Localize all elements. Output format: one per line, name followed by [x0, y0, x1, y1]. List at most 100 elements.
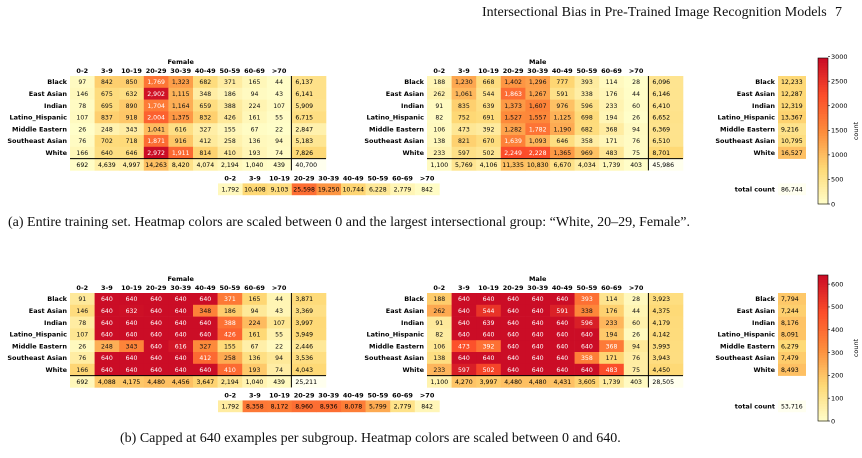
fig0-male-cell-value: 2,228 — [529, 150, 547, 157]
fig1-female-cell — [119, 363, 145, 376]
fig1-colorbar-tick: 100 — [831, 394, 843, 402]
fig1-total-count-label: total count — [735, 403, 775, 411]
fig0-female-cell — [193, 111, 218, 124]
fig0-female-cell-value: 842 — [101, 79, 113, 86]
fig0-male-race-tick: Southeast Asian — [364, 137, 424, 145]
fig0-male-cell — [525, 87, 551, 100]
fig1-colorbar-segment — [818, 386, 828, 390]
fig0-male-cell — [599, 111, 625, 124]
fig1-race-total-cell — [778, 293, 806, 306]
fig1-female-cell-value: 640 — [126, 320, 138, 327]
fig1-male-cell-value: 640 — [532, 343, 544, 350]
fig1-female-col-total-cell — [193, 375, 218, 388]
fig1-colorbar-segment — [818, 391, 828, 395]
fig0-female-cell-value: 107 — [76, 115, 88, 122]
fig1-male-row-total-cell — [648, 352, 684, 365]
fig0-total-count-label: total count — [735, 186, 775, 194]
fig0-race-total-tick: Black — [755, 78, 775, 86]
fig0-male-cell — [476, 111, 502, 124]
fig0-male-cell — [427, 146, 452, 159]
fig0-male-cell-value: 138 — [433, 138, 445, 145]
fig1-male-cell — [550, 352, 575, 365]
fig1-male-cell-value: 106 — [433, 343, 445, 350]
fig0-colorbar-segment — [818, 72, 828, 76]
fig1-female-age-tick: 60-69 — [244, 284, 265, 292]
fig1-female-cell — [70, 340, 95, 353]
fig1-male-cell — [451, 363, 477, 376]
fig1-male-col-total: 4,431 — [553, 379, 571, 386]
fig0-male-cell-value: 777 — [556, 79, 568, 86]
fig1-male-cell-value: 640 — [458, 355, 470, 362]
fig0-male-cell — [476, 135, 502, 148]
fig1-female-cell-value: 640 — [101, 332, 113, 339]
fig1-male-cell — [550, 316, 575, 329]
fig1-age-total: 5,799 — [369, 404, 387, 411]
fig0-male-row-total: 6,146 — [652, 91, 670, 98]
fig0-female-cell-value: 136 — [249, 138, 261, 145]
fig0-male-cell-value: 639 — [483, 103, 495, 110]
fig0-male-cell — [574, 76, 600, 89]
fig1-colorbar-segment — [818, 389, 828, 393]
fig1-male-cell — [427, 352, 452, 365]
fig1-male-cell-value: 28 — [632, 296, 640, 303]
fig1-colorbar-segment — [818, 362, 828, 366]
fig0-male-cell — [427, 99, 452, 112]
fig0-age-total: 19,250 — [318, 187, 340, 194]
fig1-colorbar-segment — [818, 394, 828, 398]
fig1-female-cell-value: 640 — [199, 320, 211, 327]
fig1-female-cell — [143, 293, 169, 306]
fig1-female-cell-value: 348 — [199, 308, 211, 315]
fig0-colorbar-segment — [818, 150, 828, 154]
fig1-male-cell — [550, 363, 575, 376]
fig1-male-cell-value: 640 — [532, 332, 544, 339]
fig0-male-cell — [451, 123, 477, 136]
fig0-male-cell — [525, 135, 551, 148]
fig0-male-age-tick: 10-19 — [478, 67, 499, 75]
fig0-female-cell — [94, 123, 120, 136]
fig0-colorbar-segment — [818, 79, 828, 83]
fig0-male-cell — [476, 87, 502, 100]
fig1-age-total: 8,358 — [246, 404, 264, 411]
fig1-colorbar-segment — [818, 408, 828, 412]
fig1-race-total-cell — [778, 328, 806, 341]
fig0-colorbar-segment — [818, 60, 828, 64]
fig1-male-cell-value: 640 — [556, 367, 568, 374]
fig0-female-cell-value: 388 — [224, 103, 236, 110]
fig0-male-race-tick: Black — [404, 78, 424, 86]
fig0-male-cell-value: 76 — [632, 138, 640, 145]
fig0-male-col-total-cell — [550, 158, 575, 171]
fig1-female-col-total: 3,647 — [196, 379, 214, 386]
fig1-colorbar-segment — [818, 335, 828, 339]
fig0-female-cell — [143, 135, 169, 148]
fig0-male-cell — [476, 76, 502, 89]
fig1-female-cell-value: 632 — [126, 308, 138, 315]
fig0-colorbar-segment — [818, 194, 828, 198]
fig0-colorbar-segment — [818, 167, 828, 171]
fig0-female-cell — [193, 135, 218, 148]
fig1-colorbar-tick: 400 — [831, 326, 843, 334]
fig1-female-col-total: 4,456 — [172, 379, 190, 386]
fig1-female-cell — [168, 352, 194, 365]
fig1-male-cell — [476, 363, 502, 376]
fig0-race-total: 10,795 — [781, 138, 803, 145]
fig0-race-total: 9,216 — [781, 126, 799, 133]
fig1-female-cell-value: 640 — [175, 367, 187, 374]
fig1-colorbar-segment — [818, 382, 828, 386]
fig0-female-cell — [119, 135, 145, 148]
fig0-male-cell — [476, 99, 502, 112]
fig0-male-row-total: 6,410 — [652, 103, 670, 110]
fig0-colorbar-segment — [818, 199, 828, 203]
fig1-male-cell-value: 26 — [632, 332, 640, 339]
fig0-female-cell-value: 916 — [175, 138, 187, 145]
fig0-male-col-total-cell — [500, 158, 526, 171]
fig0-female-cell-value: 1,375 — [172, 115, 190, 122]
fig1-total-count-cell — [778, 400, 806, 413]
fig1-male-cell — [427, 328, 452, 341]
fig0-male-cell — [623, 123, 649, 136]
fig1-male-cell — [525, 328, 551, 341]
fig0-age-total-cell — [316, 183, 342, 196]
fig0-female-cell — [217, 135, 243, 148]
fig0-female-cell-value: 371 — [224, 79, 236, 86]
fig1-male-cell — [623, 340, 649, 353]
